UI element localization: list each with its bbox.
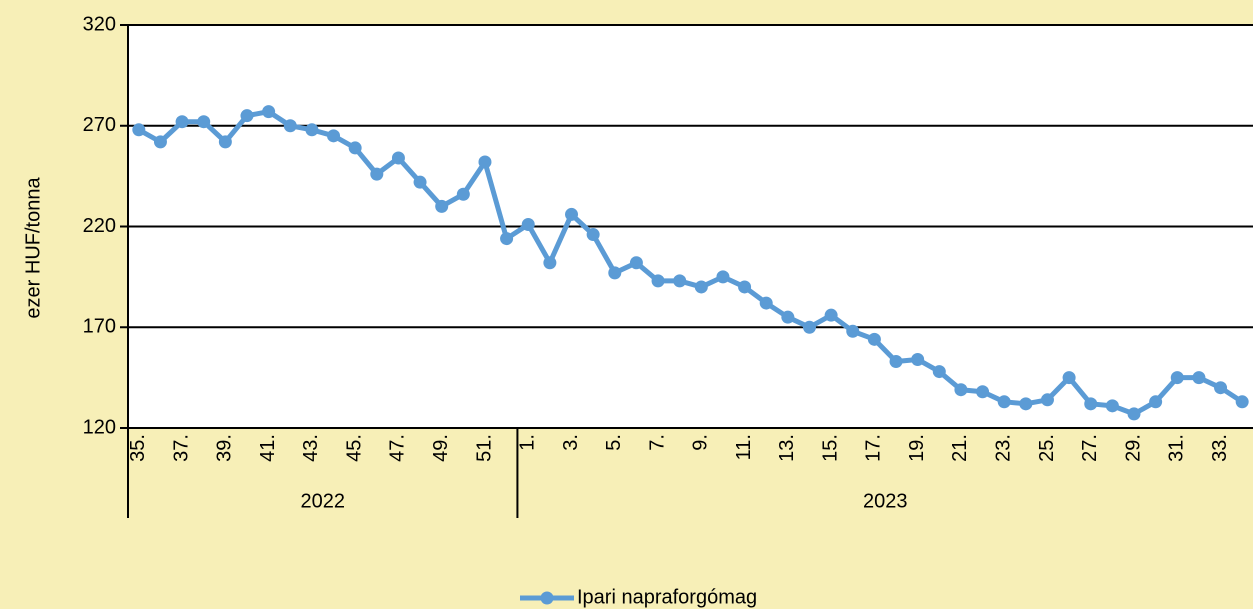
y-tick-label: 170 xyxy=(83,316,116,338)
y-tick-label: 220 xyxy=(83,215,116,237)
data-point xyxy=(435,199,449,213)
data-point xyxy=(651,274,665,288)
x-tick-label: 5. xyxy=(603,434,625,451)
data-point xyxy=(456,187,470,201)
data-point xyxy=(283,119,297,133)
data-point xyxy=(932,365,946,379)
data-point xyxy=(197,115,211,129)
data-point xyxy=(327,129,341,143)
y-axis-label: ezer HUF/tonna xyxy=(22,177,44,319)
x-tick-label: 11. xyxy=(733,434,755,460)
x-tick-label: 45. xyxy=(343,434,365,462)
x-tick-label: 25. xyxy=(1036,434,1058,462)
y-tick-label: 270 xyxy=(83,114,116,136)
legend-marker xyxy=(540,591,554,605)
x-tick-label: 9. xyxy=(690,434,712,451)
x-tick-label: 35. xyxy=(127,434,149,462)
x-tick-label: 23. xyxy=(992,434,1014,462)
data-point xyxy=(889,355,903,369)
x-tick-label: 1. xyxy=(517,434,539,451)
x-tick-label: 37. xyxy=(170,434,192,462)
data-point xyxy=(911,352,925,366)
x-tick-label: 7. xyxy=(646,434,668,451)
data-point xyxy=(781,310,795,324)
data-point xyxy=(802,320,816,334)
data-point xyxy=(370,167,384,181)
data-point xyxy=(1192,371,1206,385)
data-point xyxy=(976,385,990,399)
x-tick-label: 19. xyxy=(906,434,928,462)
data-point xyxy=(153,135,167,149)
data-point xyxy=(543,256,557,270)
data-point xyxy=(673,274,687,288)
data-point xyxy=(716,270,730,284)
x-tick-label: 33. xyxy=(1209,434,1231,462)
data-point xyxy=(759,296,773,310)
x-tick-label: 39. xyxy=(214,434,236,462)
x-group-label: 2023 xyxy=(863,490,908,512)
data-point xyxy=(1127,407,1141,421)
data-point xyxy=(1214,381,1228,395)
data-point xyxy=(1149,395,1163,409)
y-tick-label: 120 xyxy=(83,416,116,438)
data-point xyxy=(1062,371,1076,385)
data-point xyxy=(218,135,232,149)
x-tick-label: 17. xyxy=(863,434,885,462)
data-point xyxy=(954,383,968,397)
x-tick-label: 29. xyxy=(1122,434,1144,462)
data-point xyxy=(1170,371,1184,385)
data-point xyxy=(997,395,1011,409)
x-tick-label: 27. xyxy=(1079,434,1101,462)
data-point xyxy=(1019,397,1033,411)
x-tick-label: 51. xyxy=(473,434,495,462)
data-point xyxy=(1040,393,1054,407)
data-point xyxy=(132,123,146,137)
data-point xyxy=(608,266,622,280)
data-point xyxy=(413,175,427,189)
data-line xyxy=(137,109,1244,417)
legend-label: Ipari napraforgómag xyxy=(577,586,757,608)
data-point xyxy=(565,207,579,221)
x-tick-label: 49. xyxy=(430,434,452,462)
data-point xyxy=(1084,397,1098,411)
data-point xyxy=(305,123,319,137)
data-point xyxy=(824,308,838,322)
data-point xyxy=(629,256,643,270)
data-point xyxy=(500,232,514,246)
data-point xyxy=(391,151,405,165)
x-group-label: 2022 xyxy=(300,490,345,512)
data-point xyxy=(586,228,600,242)
data-point xyxy=(262,105,276,119)
data-point xyxy=(240,109,254,123)
y-tick-label: 320 xyxy=(83,13,116,35)
x-tick-label: 31. xyxy=(1166,434,1188,462)
data-point xyxy=(867,332,881,346)
data-point xyxy=(846,324,860,338)
data-point xyxy=(175,115,189,129)
data-point xyxy=(1235,395,1249,409)
data-point xyxy=(478,155,492,169)
data-point xyxy=(348,141,362,155)
data-point xyxy=(1105,399,1119,413)
x-tick-label: 13. xyxy=(776,434,798,462)
data-point xyxy=(694,280,708,294)
x-tick-label: 15. xyxy=(819,434,841,462)
data-point xyxy=(738,280,752,294)
x-tick-label: 43. xyxy=(300,434,322,462)
x-tick-label: 21. xyxy=(949,434,971,462)
data-point xyxy=(521,217,535,231)
x-tick-label: 47. xyxy=(387,434,409,462)
x-tick-label: 41. xyxy=(257,434,279,462)
x-tick-label: 3. xyxy=(560,434,582,451)
